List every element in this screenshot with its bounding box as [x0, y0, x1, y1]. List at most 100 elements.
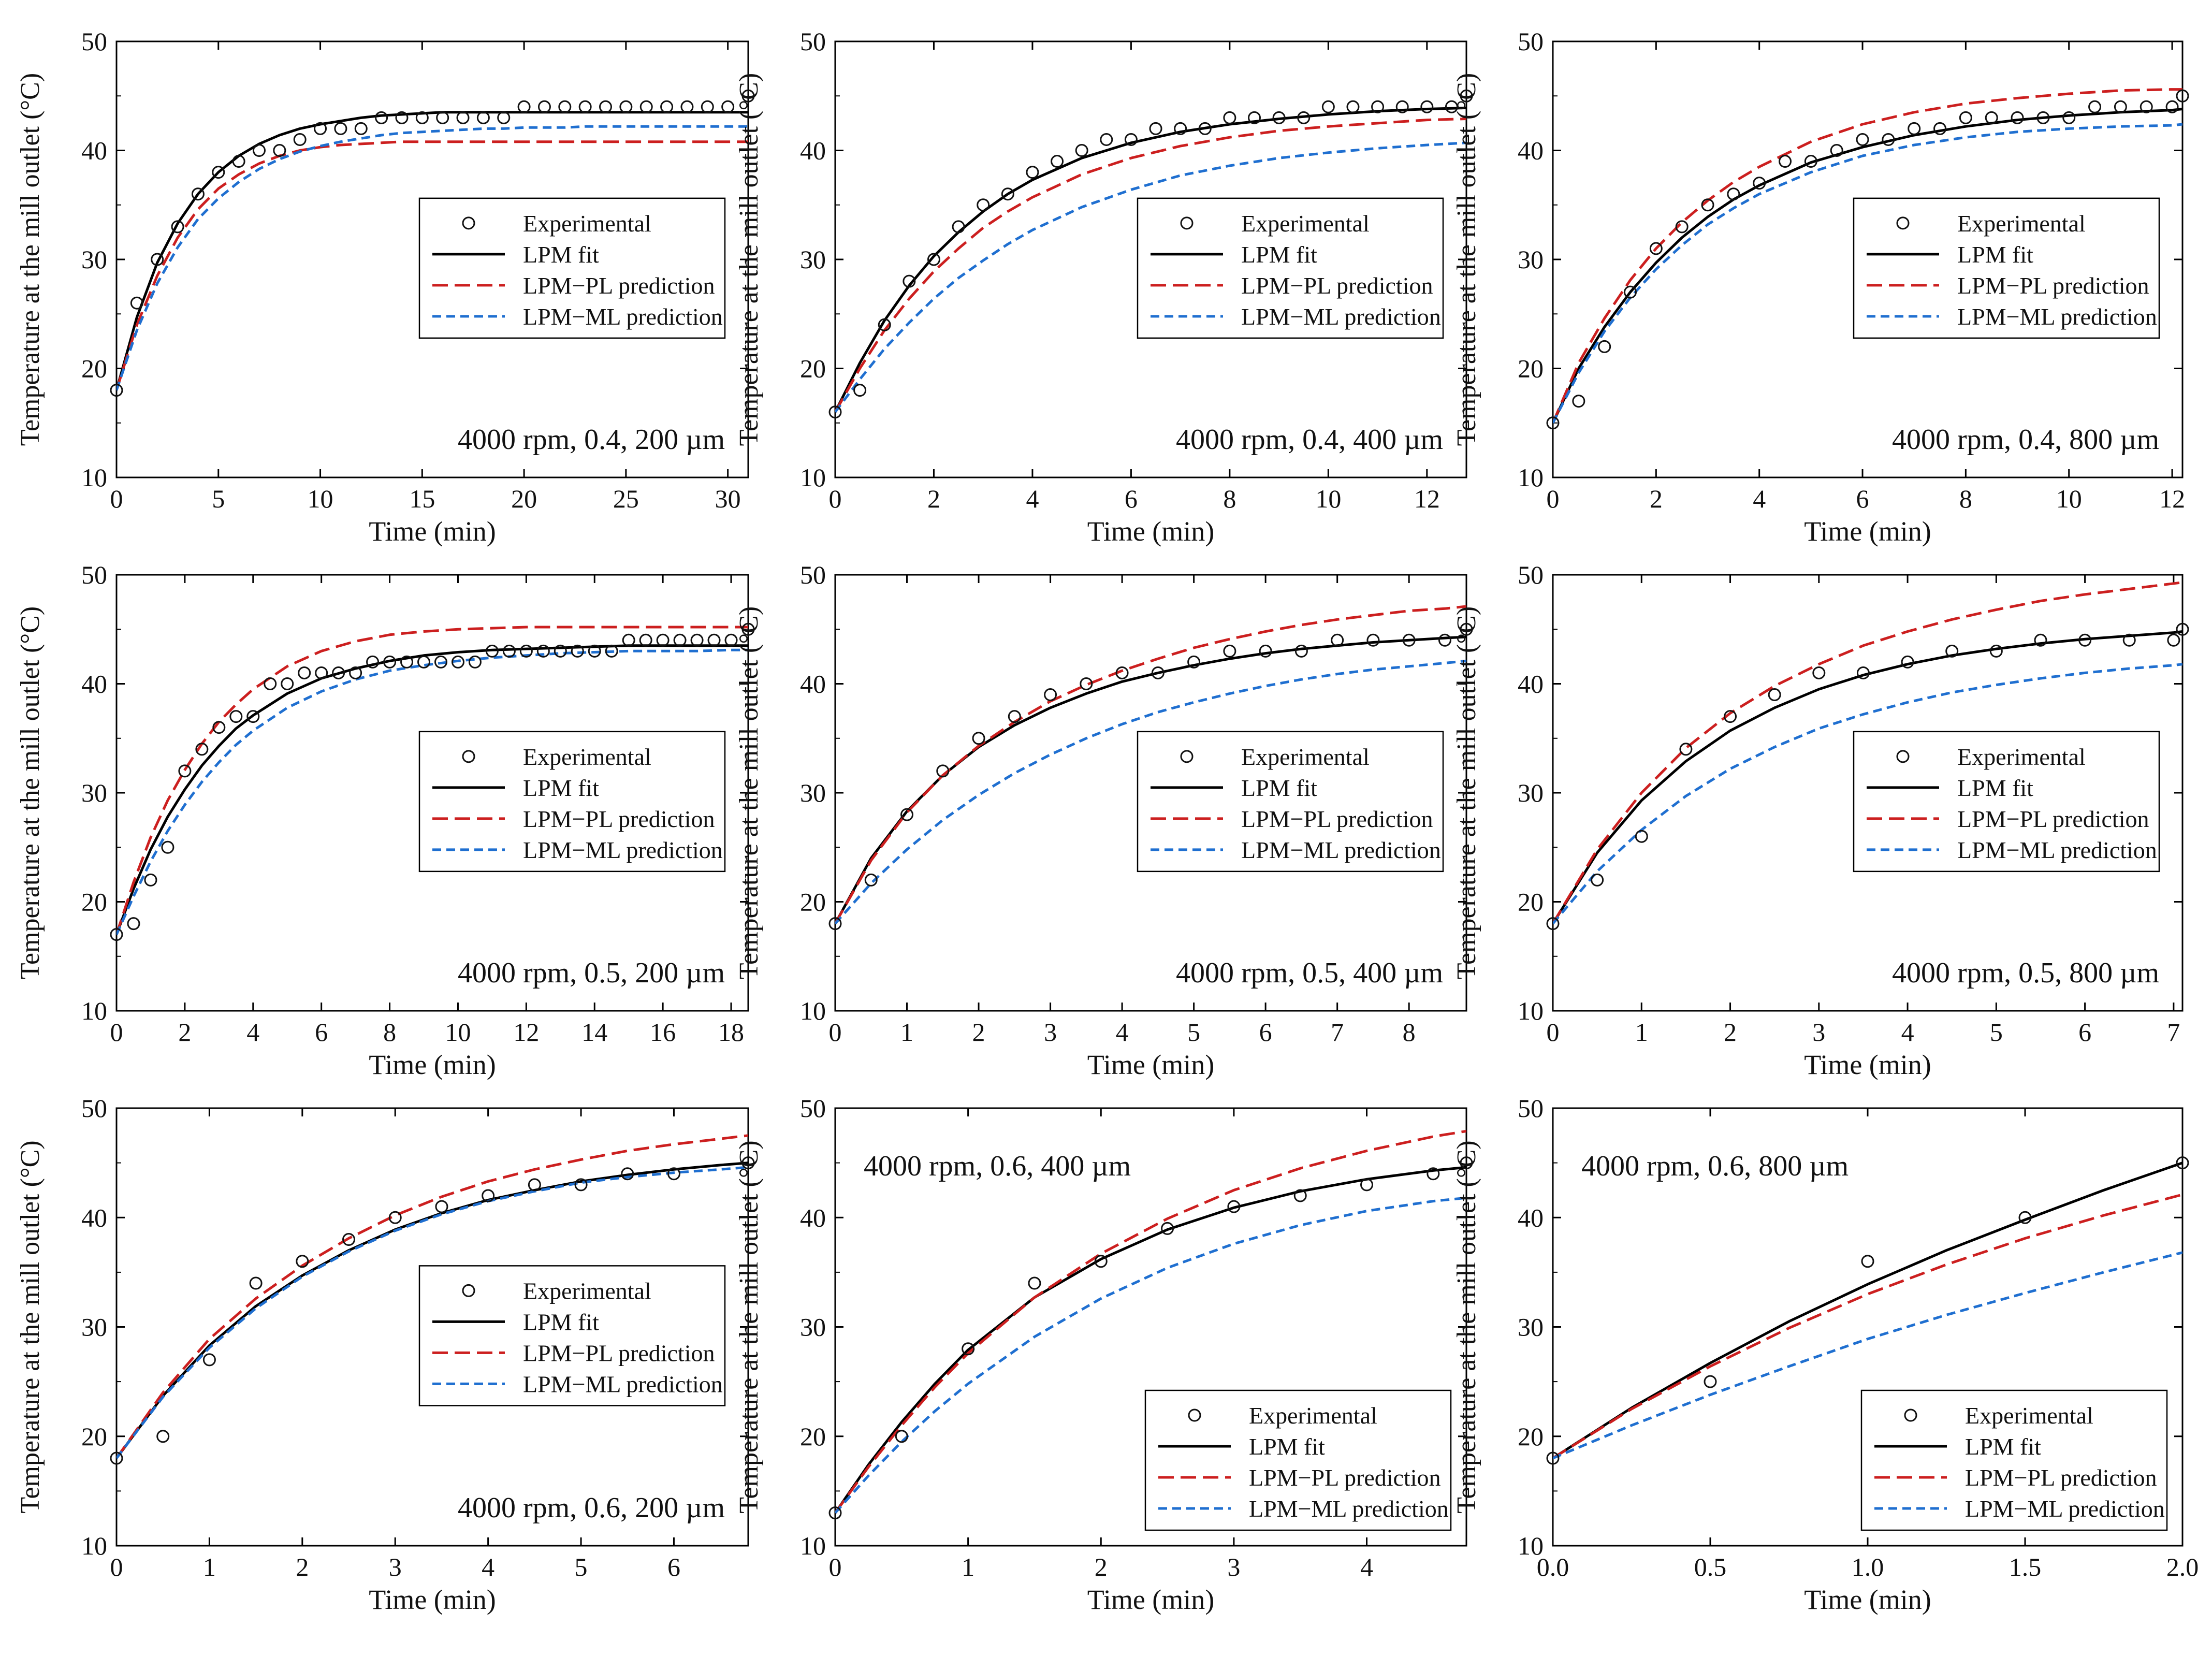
- experimental-point: [2078, 633, 2092, 647]
- chart-panel-4: 10 20 30 40 50 0 2 4 6 8 10 12 14 16 18 Time (min) Tempe…: [16, 560, 755, 1080]
- x-tick-label: 4: [246, 1018, 259, 1047]
- x-axis-label: Time (min): [369, 1049, 496, 1080]
- legend-marker-experimental: [1904, 1408, 1917, 1422]
- experimental-point: [2165, 100, 2179, 113]
- experimental-point: [451, 655, 464, 669]
- experimental-point: [701, 100, 714, 113]
- legend-box: [418, 731, 726, 873]
- series-line-lpm-ml: [835, 659, 1466, 925]
- x-tick-label: 0: [1547, 1018, 1560, 1047]
- experimental-point: [1297, 111, 1311, 124]
- x-tick-label: 0: [829, 484, 842, 513]
- experimental-point: [1100, 133, 1113, 146]
- experimental-point: [1460, 1156, 1473, 1170]
- y-tick-label: 30: [1518, 778, 1544, 807]
- x-tick-label: 3: [389, 1552, 402, 1581]
- legend-label: LPM fit: [1241, 241, 1317, 268]
- x-tick-label: 5: [575, 1552, 588, 1581]
- experimental-point: [878, 318, 891, 331]
- experimental-point: [1861, 1255, 1874, 1268]
- experimental-point: [293, 133, 307, 146]
- legend-label: Experimental: [1957, 744, 2086, 770]
- legend-box: [418, 1265, 726, 1406]
- y-axis-label: Temperature at the mill outlet (°C): [1452, 1140, 1481, 1513]
- experimental-point: [853, 384, 867, 397]
- x-tick-label: 1.5: [2009, 1552, 2042, 1581]
- x-tick-label: 4: [482, 1552, 494, 1581]
- experimental-point: [690, 633, 704, 647]
- experimental-point: [605, 644, 618, 658]
- y-tick-label: 50: [1518, 1094, 1544, 1123]
- x-tick-label: 14: [581, 1018, 607, 1047]
- y-tick-label: 10: [1518, 1531, 1544, 1560]
- series-line-lpm-ml: [1553, 1251, 2182, 1460]
- x-tick-label: 5: [1990, 1018, 2003, 1047]
- x-tick-label: 5: [212, 484, 225, 513]
- experimental-point: [578, 100, 592, 113]
- x-tick-label: 6: [1125, 484, 1138, 513]
- x-tick-label: 12: [513, 1018, 539, 1047]
- y-tick-label: 40: [800, 670, 826, 699]
- experimental-point: [249, 1276, 263, 1290]
- legend-label: LPM−ML prediction: [1241, 837, 1441, 863]
- x-axis-label: Time (min): [1804, 1049, 1931, 1080]
- series-line-lpm-pl: [835, 118, 1466, 413]
- experimental-point: [1812, 666, 1826, 679]
- y-tick-label: 30: [800, 245, 826, 274]
- legend-label: LPM−ML prediction: [1965, 1495, 2165, 1522]
- chart-panel-3: 10 20 30 40 50 0 2 4 6 8 10 12 Time (min) Temperature…: [1452, 27, 2189, 547]
- experimental-point: [110, 1451, 123, 1465]
- experimental-point: [574, 1178, 588, 1192]
- experimental-point: [1331, 633, 1344, 647]
- legend-label: LPM−PL prediction: [1249, 1464, 1441, 1491]
- experimental-point: [972, 732, 985, 745]
- y-tick-label: 30: [81, 778, 107, 807]
- legend-box: [1137, 197, 1444, 339]
- x-tick-label: 3: [1044, 1018, 1057, 1047]
- experimental-point: [2034, 633, 2047, 647]
- legend-marker-experimental: [1896, 750, 1910, 763]
- legend-marker-experimental: [1180, 216, 1194, 230]
- x-tick-label: 1: [962, 1552, 974, 1581]
- experimental-point: [660, 100, 674, 113]
- experimental-point: [1933, 122, 1947, 135]
- y-tick-label: 20: [800, 354, 826, 383]
- series-line-lpm-ml: [1553, 663, 2182, 925]
- experimental-point: [2011, 111, 2024, 124]
- experimental-point: [1028, 1276, 1041, 1290]
- experimental-point: [1223, 644, 1236, 658]
- legend: Experimental LPM fit LPM−PL prediction LPM−…: [418, 1265, 726, 1406]
- y-axis-label: Temperature at the mill outlet (°C): [1452, 606, 1481, 979]
- x-tick-label: 10: [2056, 484, 2082, 513]
- legend-label: LPM fit: [523, 241, 599, 268]
- experimental-point: [1546, 1451, 1560, 1465]
- experimental-point: [1438, 633, 1451, 647]
- experimental-point: [1753, 177, 1766, 190]
- x-tick-label: 6: [1259, 1018, 1272, 1047]
- experimental-point: [1959, 111, 1972, 124]
- x-tick-label: 6: [315, 1018, 328, 1047]
- plot-data: [117, 1134, 748, 1459]
- y-axis-label: Temperature at the mill outlet (°C): [734, 1140, 764, 1513]
- condition-annotation: 4000 rpm, 0.5, 400 µm: [1176, 957, 1443, 989]
- x-axis-label: Time (min): [1087, 516, 1215, 547]
- experimental-point: [1001, 187, 1014, 201]
- experimental-point: [476, 111, 490, 124]
- experimental-point: [1115, 666, 1129, 679]
- condition-annotation: 4000 rpm, 0.5, 800 µm: [1892, 957, 2159, 989]
- x-axis-label: Time (min): [369, 516, 496, 547]
- legend-marker-experimental: [1896, 216, 1910, 230]
- experimental-point: [246, 710, 260, 723]
- x-axis-label: Time (min): [1087, 1584, 1215, 1615]
- legend-label: LPM fit: [1957, 241, 2033, 268]
- y-tick-label: 30: [800, 1313, 826, 1342]
- x-axis-label: Time (min): [1804, 516, 1931, 547]
- experimental-point: [1026, 166, 1039, 179]
- legend-label: LPM−ML prediction: [523, 303, 723, 330]
- experimental-point: [2176, 1156, 2189, 1170]
- experimental-point: [588, 644, 601, 658]
- experimental-point: [639, 633, 652, 647]
- x-tick-label: 4: [1026, 484, 1039, 513]
- experimental-point: [1174, 122, 1187, 135]
- experimental-point: [1882, 133, 1895, 146]
